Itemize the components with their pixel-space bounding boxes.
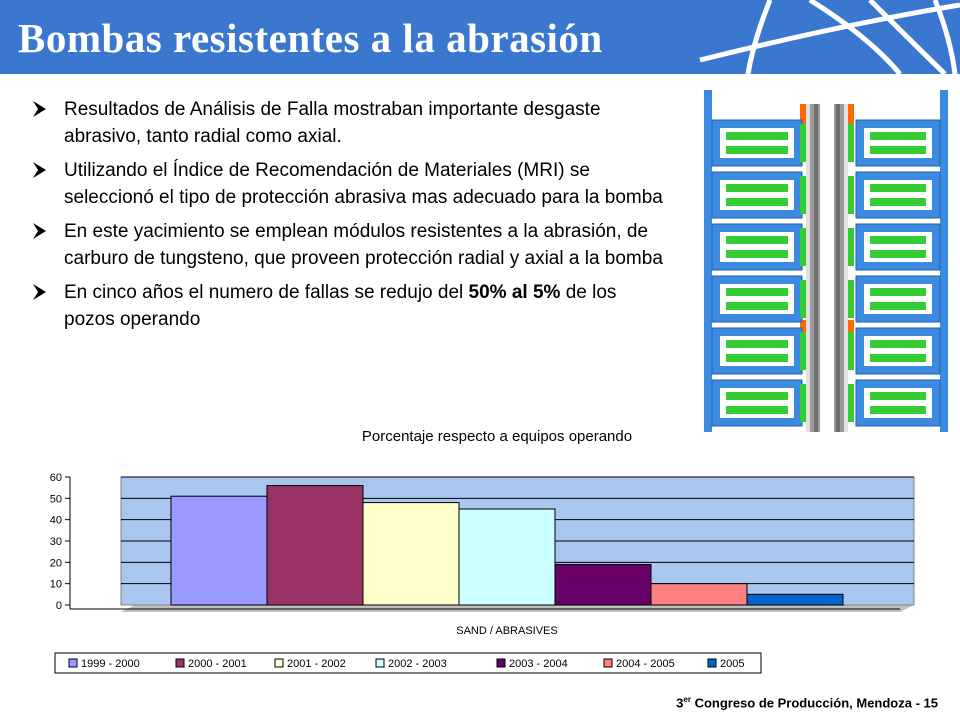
arrow-bullet-icon — [33, 223, 46, 239]
legend-label: 2005 — [720, 658, 744, 670]
globe-decoration — [699, 0, 960, 74]
bar — [746, 593, 844, 606]
bar-chart: 0 10 20 30 40 50 60 SAND / ABRASIVES 1999 - 20… — [50, 472, 915, 674]
bar — [362, 502, 460, 606]
bullet-text: Resultados de Análisis de Falla mostraba… — [64, 99, 601, 147]
footer: 3er Congreso de Producción, Mendoza - 15 — [676, 695, 938, 710]
bullet-list: Resultados de Análisis de Falla mostraba… — [32, 96, 672, 340]
legend-swatch — [375, 658, 385, 668]
bar — [650, 583, 748, 606]
y-tick-label: 40 — [50, 515, 62, 527]
bullet-text: En cinco años el numero de fallas se red… — [64, 282, 469, 303]
bullet-text-bold: 50% al 5% — [468, 282, 561, 303]
legend-swatch — [175, 658, 185, 668]
legend-label: 2001 - 2002 — [287, 658, 346, 670]
bullet-item: En cinco años el numero de fallas se red… — [32, 279, 672, 333]
bar — [170, 495, 268, 606]
legend-swatch — [603, 658, 613, 668]
legend-box — [54, 652, 762, 674]
bar — [554, 563, 652, 606]
y-tick-label: 10 — [50, 579, 62, 591]
y-tick-label: 0 — [56, 600, 62, 612]
header-bar: Bombas resistentes a la abrasión — [0, 0, 960, 74]
bar — [266, 485, 364, 606]
pump-cross-section-image — [704, 90, 948, 432]
legend-swatch — [274, 658, 284, 668]
legend-label: 2000 - 2001 — [188, 658, 247, 670]
arrow-bullet-icon — [33, 162, 46, 178]
legend-swatch — [496, 658, 506, 668]
y-tick-label: 30 — [50, 536, 62, 548]
y-tick-label: 50 — [50, 493, 62, 505]
legend-label: 1999 - 2000 — [81, 658, 140, 670]
legend-label: 2003 - 2004 — [509, 658, 568, 670]
x-axis-label: SAND / ABRASIVES — [456, 625, 557, 637]
bullet-item: En este yacimiento se emplean módulos re… — [32, 218, 672, 272]
footer-ordinal-suffix: er — [683, 695, 691, 704]
y-tick-label: 60 — [50, 472, 62, 484]
y-tick-label: 20 — [50, 557, 62, 569]
legend-label: 2004 - 2005 — [616, 658, 675, 670]
chart-title: Porcentaje respecto a equipos operando — [361, 428, 633, 445]
footer-ordinal: 3 — [676, 695, 684, 711]
legend-swatch — [68, 658, 78, 668]
slide-title: Bombas resistentes a la abrasión — [18, 15, 603, 61]
chart-legend: 1999 - 2000 2000 - 2001 2001 - 2002 2002 - … — [54, 652, 762, 674]
legend-swatch — [707, 658, 717, 668]
bullet-text: de los pozos operando — [64, 282, 617, 330]
bar — [458, 508, 556, 606]
legend-label: 2002 - 2003 — [388, 658, 447, 670]
bullet-text: Utilizando el Índice de Recomendación de… — [64, 160, 663, 208]
bullet-item: Resultados de Análisis de Falla mostraba… — [32, 96, 672, 150]
footer-text: Congreso de Producción, Mendoza - 15 — [690, 695, 938, 711]
bullet-item: Utilizando el Índice de Recomendación de… — [32, 157, 672, 211]
arrow-bullet-icon — [33, 284, 46, 300]
arrow-bullet-icon — [33, 101, 46, 117]
bullet-text: En este yacimiento se emplean módulos re… — [64, 221, 663, 269]
